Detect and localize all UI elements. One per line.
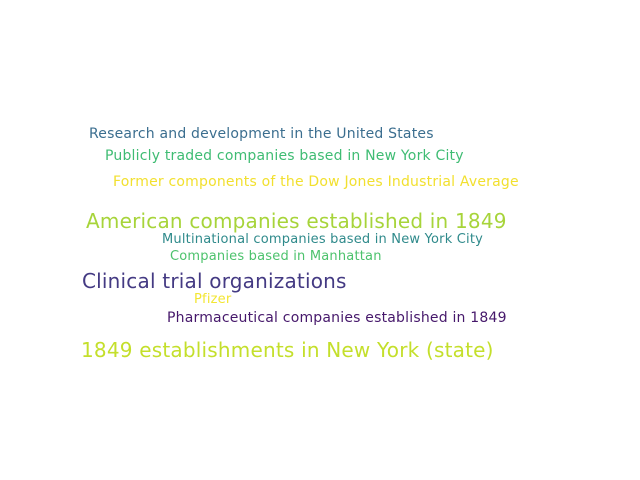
word-american-companies-1849: American companies established in 1849 bbox=[86, 209, 507, 233]
word-research-and-development: Research and development in the United S… bbox=[89, 126, 434, 142]
word-companies-manhattan: Companies based in Manhattan bbox=[170, 249, 382, 264]
word-clinical-trial-organizations: Clinical trial organizations bbox=[82, 269, 347, 293]
word-publicly-traded-companies: Publicly traded companies based in New Y… bbox=[105, 148, 464, 164]
word-1849-establishments-new-york: 1849 establishments in New York (state) bbox=[81, 338, 494, 362]
word-pfizer: Pfizer bbox=[194, 292, 232, 307]
word-multinational-companies-nyc: Multinational companies based in New Yor… bbox=[162, 232, 484, 247]
word-former-dow-jones-components: Former components of the Dow Jones Indus… bbox=[113, 174, 519, 190]
word-pharmaceutical-companies-1849: Pharmaceutical companies established in … bbox=[167, 310, 507, 326]
